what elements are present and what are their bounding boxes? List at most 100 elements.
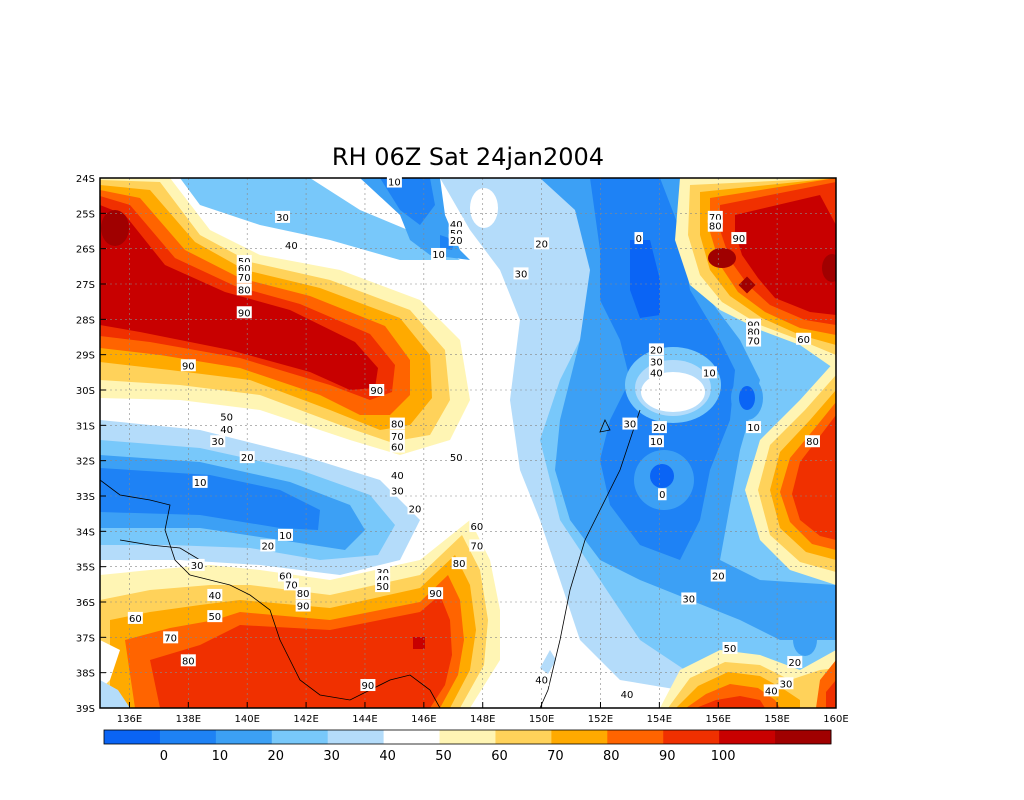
contour-label-bg — [648, 355, 664, 368]
contour-label: 40 — [285, 241, 298, 252]
contour-label: 30 — [276, 213, 289, 224]
contour-label-bg — [634, 232, 644, 245]
contour-label-bg — [469, 539, 485, 552]
lon-tick-label: 136E — [117, 714, 142, 725]
contour-label: 10 — [747, 423, 760, 434]
contour-label: 90 — [732, 234, 745, 245]
contour-label-bg — [746, 421, 762, 434]
contour-label-bg — [722, 641, 738, 654]
lat-tick-label: 29S — [76, 351, 95, 362]
colorbar-label: 70 — [547, 749, 564, 764]
contour-label-bg — [731, 232, 747, 245]
contour-label-bg — [210, 435, 226, 448]
contour-label-bg — [375, 580, 391, 593]
colorbar-swatch — [607, 730, 664, 744]
contour-label-bg — [386, 175, 402, 188]
contour-label: 20 — [653, 423, 666, 434]
lat-tick-label: 28S — [76, 315, 95, 326]
contour-label-bg — [389, 429, 405, 442]
lat-tick-label: 26S — [76, 245, 95, 256]
contour-label: 30 — [211, 437, 224, 448]
colorbar-label: 100 — [711, 749, 736, 764]
contour-label-bg — [710, 569, 726, 582]
contour-label: 90 — [182, 361, 195, 372]
contour-label: 70 — [747, 337, 760, 348]
colorbar-label: 20 — [267, 749, 284, 764]
contour-label-bg — [180, 654, 196, 667]
colorbar-swatch — [215, 730, 273, 744]
contour-label-bg — [295, 587, 311, 600]
contour-label-bg — [219, 410, 235, 423]
contour-label: 80 — [453, 559, 466, 570]
lat-tick-label: 31S — [76, 421, 95, 432]
contour-label-bg — [219, 422, 235, 435]
colorbar-swatch — [271, 730, 329, 744]
contour-label-bg — [804, 435, 820, 448]
contour-label: 80 — [747, 328, 760, 339]
contour-label: 20 — [261, 541, 274, 552]
contour-label: 20 — [241, 453, 254, 464]
contour-label: 30 — [515, 269, 528, 280]
contour-label: 90 — [362, 681, 375, 692]
contour-label-bg — [648, 366, 664, 379]
colorbar-swatch — [495, 730, 552, 744]
colorbar-label: 40 — [379, 749, 396, 764]
lon-tick-label: 160E — [823, 714, 848, 725]
contour-label: 60 — [129, 614, 142, 625]
colorbar-swatch — [104, 730, 161, 744]
contour-label-bg — [360, 679, 376, 692]
contour-label-bg — [448, 233, 464, 246]
contour-label: 70 — [164, 633, 177, 644]
colorbar-swatch — [663, 730, 720, 744]
contour-label: 30 — [682, 594, 695, 605]
colorbar: 0 10 20 30 40 50 60 70 80 90 100 — [103, 729, 832, 764]
colorbar-label: 60 — [491, 749, 508, 764]
map-title: RH 06Z Sat 24jan2004 — [332, 143, 604, 171]
contour-label: 90 — [238, 308, 251, 319]
contour-label: 20 — [409, 504, 422, 515]
colorbar-swatch — [551, 730, 608, 744]
lat-tick-label: 25S — [76, 209, 95, 220]
contour-label-bg — [658, 488, 667, 501]
lat-tick-label: 37S — [76, 633, 95, 644]
lat-tick-label: 34S — [76, 527, 95, 538]
contour-label-bg — [513, 267, 529, 280]
colorbar-swatch — [327, 730, 385, 744]
contour-label-bg — [277, 528, 293, 541]
contour-label-bg — [451, 557, 467, 570]
contour-label: 30 — [780, 679, 793, 690]
plot-frame — [99, 177, 837, 709]
lat-tick-label: 39S — [76, 704, 95, 715]
lat-tick-label: 38S — [76, 669, 95, 680]
contour-label-bg — [763, 684, 779, 697]
contour-label-bg — [796, 332, 812, 345]
contour-label: 50 — [208, 612, 221, 623]
contour-label: 50 — [376, 582, 389, 593]
contour-label-bg — [431, 247, 447, 260]
contour-label: 30 — [650, 358, 663, 369]
contour-label: 80 — [806, 437, 819, 448]
colorbar-frame — [103, 729, 832, 745]
lon-tick-label: 156E — [706, 714, 731, 725]
lat-tick-label: 24S — [76, 174, 95, 185]
contour-label-bg — [469, 520, 485, 533]
contour-label: 90 — [370, 386, 383, 397]
contour-label-bg — [389, 468, 405, 481]
contour-label-bg — [236, 283, 252, 296]
colorbar-swatch — [719, 730, 776, 744]
lon-tick-label: 144E — [352, 714, 377, 725]
colorbar-swatch — [775, 730, 832, 744]
contour-label-bg — [369, 384, 385, 396]
colorbar-label: 30 — [323, 749, 340, 764]
contour-label: 40 — [450, 220, 463, 231]
lat-tick-label: 32S — [76, 457, 95, 468]
lat-tick-label: 36S — [76, 598, 95, 609]
contour-label: 90 — [297, 602, 310, 613]
contour-label-bg — [701, 366, 717, 379]
contour-label: 20 — [535, 239, 548, 250]
contour-label: 80 — [297, 589, 310, 600]
contour-label-bg — [236, 270, 252, 283]
contour-label: 20 — [712, 572, 725, 583]
contour-label-bg — [428, 587, 444, 600]
